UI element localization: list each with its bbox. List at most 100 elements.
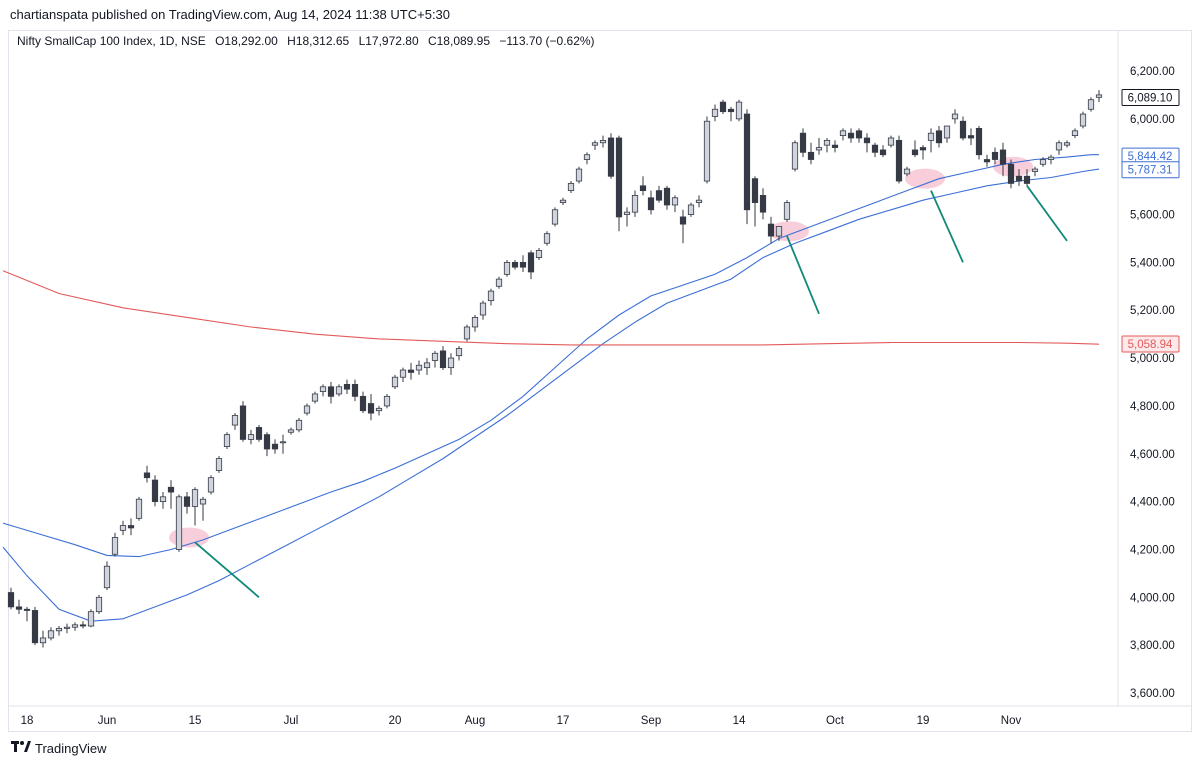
candle-up (303, 405, 311, 414)
candle-down (327, 386, 335, 397)
candle-up (1063, 142, 1071, 146)
x-tick-label: Nov (1001, 715, 1022, 727)
x-tick-label: 14 (733, 715, 746, 727)
candle-down (895, 139, 903, 182)
candle-up (399, 369, 407, 378)
candle-up (671, 197, 679, 206)
candle-up (431, 352, 439, 361)
candle-up (503, 261, 511, 275)
candle-down (863, 137, 871, 144)
candle-up (791, 142, 799, 170)
highlight-marker (905, 168, 945, 189)
candle-down (759, 194, 767, 213)
candle-up (135, 498, 143, 519)
candle-down (655, 190, 663, 201)
candle-up (223, 434, 231, 447)
x-tick-label: 17 (557, 715, 570, 727)
candle-up (383, 395, 391, 407)
candle-up (623, 211, 631, 215)
candle-down (959, 120, 967, 139)
y-tick-label: 5,600.00 (1130, 210, 1175, 222)
candle-up (583, 154, 591, 160)
x-tick-label: Aug (465, 715, 485, 727)
candle-down (271, 443, 279, 450)
annotation-arrow (1026, 185, 1068, 242)
candle-down (367, 403, 375, 414)
candle-down (919, 147, 927, 151)
candle-up (391, 376, 399, 388)
close-value: C18,089.95 (427, 34, 491, 48)
candle-up (559, 199, 567, 203)
candle-up (95, 596, 103, 613)
candle-up (463, 326, 471, 340)
candle-down (831, 144, 839, 148)
candle-down (663, 187, 671, 206)
candle-up (471, 317, 479, 328)
candle-down (679, 216, 687, 225)
y-tick-label: 4,400.00 (1130, 497, 1175, 509)
y-tick-label: 3,800.00 (1130, 640, 1175, 652)
candle-up (839, 130, 847, 136)
candle-up (703, 120, 711, 182)
x-tick-label: Sep (641, 715, 661, 727)
moving-average-line-2 (2, 168, 1100, 622)
candle-down (143, 472, 151, 479)
candle-up (1079, 113, 1087, 127)
y-tick-label: 6,000.00 (1130, 114, 1175, 126)
candle-up (927, 132, 935, 141)
footer-brand: TradingView (35, 740, 107, 756)
candle-down (991, 151, 999, 160)
candle-up (375, 407, 383, 412)
candle-up (551, 209, 559, 225)
candle-up (1071, 130, 1079, 136)
last-price-label: 6,089.10 (1128, 93, 1173, 105)
candle-up (887, 137, 895, 146)
candle-down (719, 101, 727, 113)
ma-mid-price-label: 5,787.31 (1128, 165, 1173, 177)
low-value: L17,972.80 (358, 34, 419, 48)
candle-up (71, 624, 79, 628)
footer-branding: TradingView (11, 740, 107, 756)
tradingview-logo-icon (11, 740, 31, 756)
candle-down (879, 149, 887, 156)
candle-up (447, 357, 455, 369)
candle-down (935, 130, 943, 144)
annotation-arrow (930, 190, 964, 263)
candle-up (295, 419, 303, 431)
y-tick-label: 4,000.00 (1130, 592, 1175, 604)
candle-up (111, 537, 119, 555)
y-tick-label: 5,400.00 (1130, 257, 1175, 269)
highlight-marker (769, 221, 809, 242)
candle-down (1023, 175, 1031, 184)
candle-up (1095, 94, 1103, 98)
publisher-caption: chartianspata published on TradingView.c… (10, 7, 451, 22)
candle-down (1007, 163, 1015, 184)
candle-down (127, 525, 135, 529)
candle-down (975, 128, 983, 156)
candle-down (79, 624, 87, 627)
candle-up (567, 183, 575, 192)
x-tick-label: 18 (21, 715, 34, 727)
y-tick-label: 5,000.00 (1130, 353, 1175, 365)
candle-up (735, 101, 743, 120)
candle-down (799, 132, 807, 153)
candle-down (527, 252, 535, 273)
candle-down (183, 496, 191, 507)
candle-down (999, 149, 1007, 165)
moving-average-line-3 (2, 270, 1100, 346)
candle-down (31, 610, 39, 644)
candle-down (511, 261, 519, 268)
candle-down (871, 144, 879, 153)
candle-up (247, 434, 255, 440)
candle-down (23, 608, 31, 611)
candle-up (47, 630, 55, 639)
candle-up (63, 626, 71, 629)
candle-up (575, 168, 583, 182)
candle-up (1039, 159, 1047, 165)
candle-up (279, 441, 287, 444)
open-value: O18,292.00 (215, 34, 278, 48)
candle-up (191, 489, 199, 507)
candle-up (943, 125, 951, 139)
candle-up (455, 348, 463, 357)
